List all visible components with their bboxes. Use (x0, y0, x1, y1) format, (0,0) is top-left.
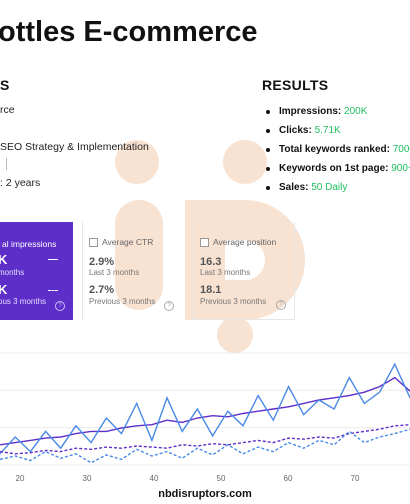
detail-line-1: rce (0, 104, 15, 116)
series-line-2 (0, 424, 410, 455)
metric-value-current: K (0, 252, 8, 267)
performance-chart (0, 352, 410, 466)
section-heading: S (0, 77, 10, 93)
x-tick-label: 40 (149, 474, 159, 483)
checkbox-icon[interactable] (200, 237, 209, 247)
metric-card-position[interactable]: Average position 16.3 Last 3 months 18.1… (193, 222, 295, 320)
x-tick-label: 50 (216, 474, 226, 483)
metric-period-previous: Previous 3 months (89, 297, 156, 306)
x-tick-label: 20 (15, 474, 25, 483)
metric-card-impressions[interactable]: al impressions K months K ous 3 months ? (0, 222, 73, 320)
help-icon[interactable]: ? (276, 300, 286, 310)
result-keywords-ranked: Total keywords ranked: 7000 (262, 140, 410, 159)
series-line-0 (0, 376, 410, 446)
solid-line-legend-icon (48, 259, 58, 260)
metric-label: Average position (213, 237, 277, 247)
help-icon[interactable]: ? (55, 301, 65, 311)
metric-value-previous: 2.7% (89, 284, 115, 296)
x-tick-label: 30 (82, 474, 92, 483)
detail-line-3: : 2 years (0, 177, 41, 189)
footer-website: nbdisruptors.com (158, 488, 252, 500)
metric-card-ctr[interactable]: Average CTR 2.9% Last 3 months 2.7% Prev… (82, 222, 182, 320)
nbd-logo-watermark (115, 140, 305, 353)
checkbox-icon[interactable] (89, 237, 98, 247)
results-heading: RESULTS (262, 77, 329, 93)
metric-value-current: 2.9% (89, 256, 115, 268)
metric-period-current: Last 3 months (200, 268, 251, 277)
page-title: ottles E-commerce (0, 16, 258, 48)
metric-value-previous: K (0, 282, 8, 297)
series-line-1 (0, 362, 410, 455)
x-tick-label: 60 (283, 474, 293, 483)
metric-value-previous: 18.1 (200, 284, 222, 296)
metric-period-previous: ous 3 months (0, 297, 47, 306)
result-sales: Sales: 50 Daily (262, 178, 410, 197)
detail-divider (0, 158, 7, 170)
metric-label: al impressions (2, 239, 57, 249)
results-list: Impressions: 200K Clicks: 5.71K Total ke… (262, 102, 410, 197)
metric-label: Average CTR (102, 237, 154, 247)
x-tick-label: 70 (350, 474, 360, 483)
series-line-3 (0, 428, 410, 464)
detail-line-2: SEO Strategy & Implementation (0, 141, 149, 153)
metric-value-current: 16.3 (200, 256, 222, 268)
result-impressions: Impressions: 200K (262, 102, 410, 121)
help-icon[interactable]: ? (164, 301, 174, 311)
dashed-line-legend-icon (48, 290, 58, 291)
metric-period-current: months (0, 268, 25, 277)
metric-period-current: Last 3 months (89, 268, 140, 277)
result-clicks: Clicks: 5.71K (262, 121, 410, 140)
result-first-page: Keywords on 1st page: 900+ (262, 159, 410, 178)
metric-period-previous: Previous 3 months (200, 297, 267, 306)
